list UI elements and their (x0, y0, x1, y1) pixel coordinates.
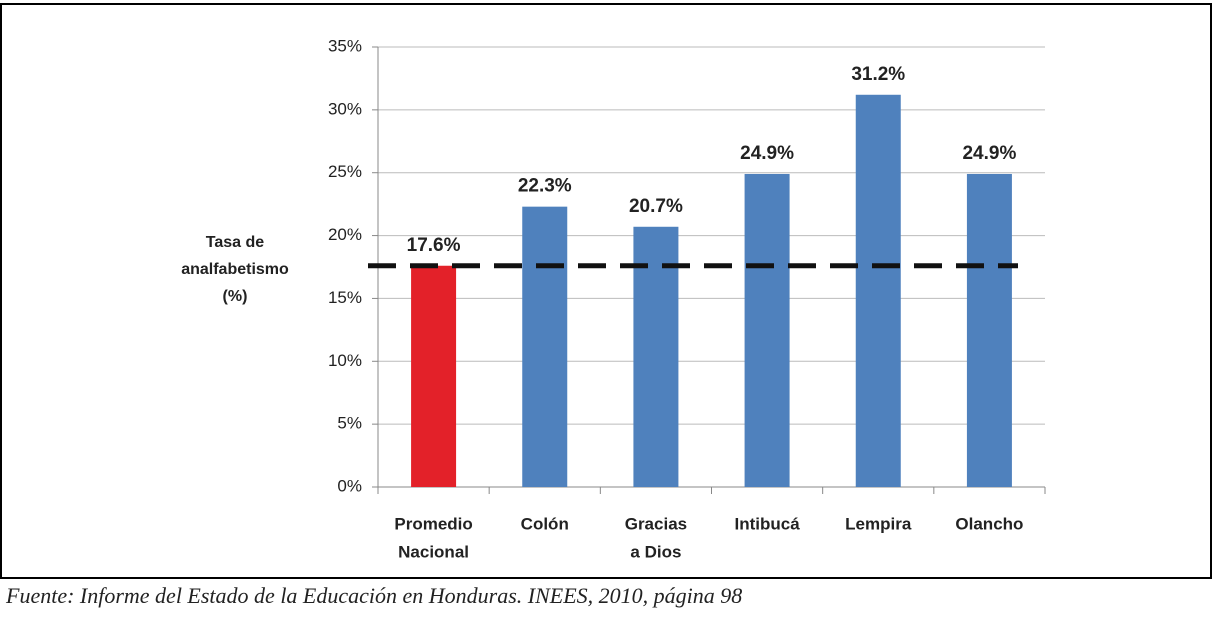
x-tick-label: Olancho (955, 514, 1023, 533)
value-label: 17.6% (407, 235, 461, 256)
x-tick-label: Intibucá (734, 514, 800, 533)
value-label: 24.9% (962, 143, 1016, 164)
y-axis-label: analfabetismo (181, 261, 289, 278)
bar (633, 226, 679, 487)
bar (855, 94, 901, 488)
y-tick-label: 35% (328, 36, 362, 55)
y-tick-label: 0% (337, 476, 362, 495)
source-caption: Fuente: Informe del Estado de la Educaci… (5, 583, 742, 608)
y-tick-label: 5% (337, 414, 362, 433)
value-label: 22.3% (518, 176, 572, 197)
y-tick-label: 25% (328, 162, 362, 181)
bar (744, 173, 790, 487)
bar (966, 173, 1012, 487)
value-label: 24.9% (740, 143, 794, 164)
y-tick-label: 20% (328, 225, 362, 244)
x-tick-label: Promedio (394, 514, 472, 533)
x-tick-label: Lempira (845, 514, 912, 533)
bar (522, 206, 568, 487)
value-label: 31.2% (851, 64, 905, 85)
y-tick-label: 10% (328, 351, 362, 370)
x-tick-label: Gracias (625, 514, 687, 533)
x-tick-label: a Dios (630, 542, 681, 561)
y-axis-label: Tasa de (206, 234, 265, 251)
y-tick-label: 15% (328, 288, 362, 307)
frame (0, 3, 1212, 579)
x-tick-label: Nacional (398, 542, 469, 561)
y-axis-label: (%) (223, 288, 248, 305)
value-label: 20.7% (629, 196, 683, 217)
y-tick-label: 30% (328, 99, 362, 118)
x-tick-label: Colón (521, 514, 569, 533)
bar (411, 265, 457, 487)
